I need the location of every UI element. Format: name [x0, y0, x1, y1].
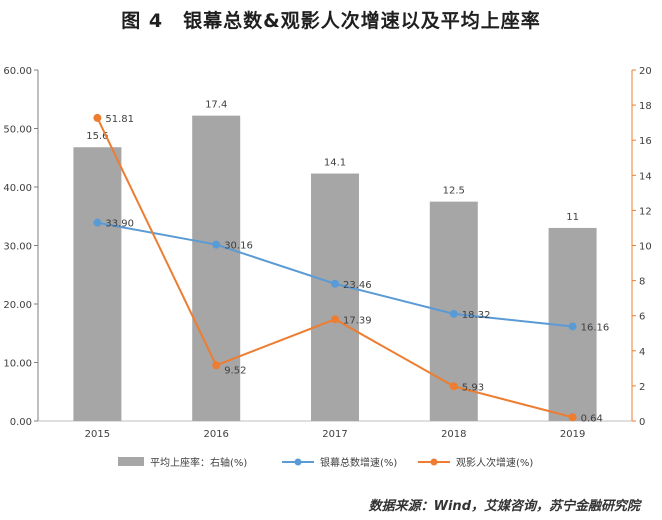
line-point — [212, 361, 221, 370]
line-data-label: 51.81 — [105, 114, 134, 125]
line-data-label: 16.16 — [581, 322, 610, 333]
line-point — [568, 413, 577, 422]
line-point — [568, 322, 577, 331]
bar-attendance — [73, 147, 122, 421]
line-data-label: 30.16 — [224, 241, 253, 252]
line-data-label: 18.32 — [462, 310, 491, 321]
x-tick-label: 2016 — [203, 429, 228, 440]
line-data-label: 0.64 — [581, 413, 603, 424]
legend-label-blue: 银幕总数增速(%) — [320, 456, 397, 469]
line-point — [93, 113, 102, 122]
right-tick-label: 12 — [639, 206, 652, 217]
line-data-label: 17.39 — [343, 315, 372, 326]
line-data-label: 23.46 — [343, 280, 372, 291]
x-tick-label: 2019 — [560, 429, 585, 440]
right-tick-label: 8 — [639, 277, 645, 288]
line-point — [93, 218, 102, 227]
line-point — [331, 279, 339, 288]
left-tick-label: 20.00 — [3, 300, 32, 311]
right-tick-label: 16 — [639, 136, 652, 147]
bar-data-label: 11 — [566, 212, 579, 223]
bar-data-label: 12.5 — [443, 186, 465, 197]
right-tick-label: 0 — [639, 417, 645, 428]
left-tick-label: 10.00 — [3, 359, 32, 370]
right-tick-label: 4 — [639, 347, 645, 358]
right-tick-label: 2 — [639, 382, 645, 393]
bar-data-label: 14.1 — [324, 158, 346, 169]
chart-title: 图 4 银幕总数&观影人次增速以及平均上座率 — [121, 10, 541, 32]
left-tick-label: 60.00 — [3, 66, 32, 77]
left-tick-label: 30.00 — [3, 242, 32, 253]
line-data-label: 33.90 — [105, 219, 134, 230]
left-tick-label: 40.00 — [3, 183, 32, 194]
right-tick-label: 14 — [639, 171, 652, 182]
right-tick-label: 20 — [639, 66, 652, 77]
source-note: 数据来源：Wind，艾媒咨询，苏宁金融研究院 — [368, 499, 640, 514]
x-tick-label: 2018 — [441, 429, 466, 440]
legend-marker-orange — [430, 458, 438, 466]
line-point — [449, 309, 458, 318]
x-tick-label: 2015 — [85, 429, 110, 440]
bar-attendance — [311, 173, 359, 421]
line-point — [212, 240, 221, 249]
line-point — [331, 315, 339, 324]
legend-swatch-bar — [118, 457, 144, 466]
line-data-label: 5.93 — [462, 382, 484, 393]
legend-marker-blue — [294, 458, 302, 466]
bar-data-label: 15.6 — [86, 131, 108, 142]
bar-data-label: 17.4 — [205, 100, 227, 111]
line-data-label: 9.52 — [224, 365, 246, 376]
x-tick-label: 2017 — [322, 429, 347, 440]
right-tick-label: 18 — [639, 101, 652, 112]
legend-label-orange: 观影人次增速(%) — [456, 456, 533, 469]
line-point — [449, 382, 458, 391]
left-tick-label: 0.00 — [10, 417, 32, 428]
left-tick-label: 50.00 — [3, 125, 32, 136]
right-tick-label: 10 — [639, 242, 652, 253]
bar-attendance — [192, 115, 241, 421]
right-tick-label: 6 — [639, 312, 645, 323]
legend-label-bar: 平均上座率：右轴(%) — [150, 456, 247, 469]
